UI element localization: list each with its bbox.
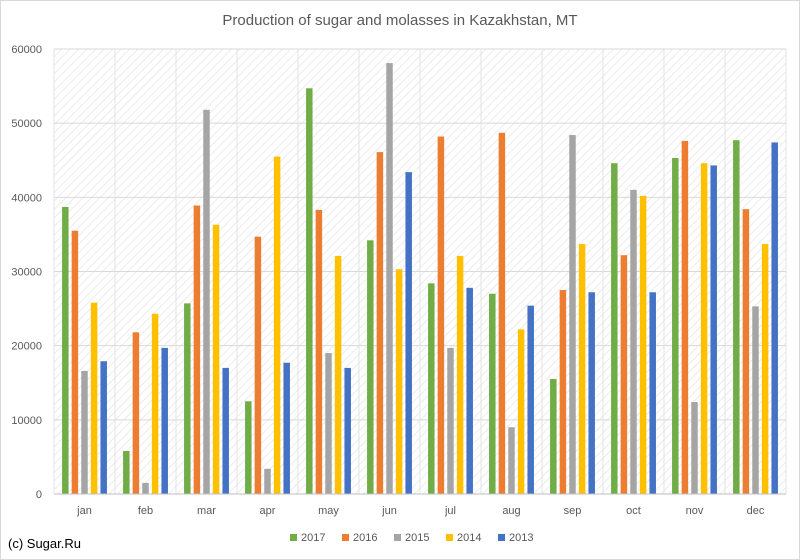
bar-2015-jan [81, 370, 88, 494]
x-tick-label: feb [138, 505, 153, 517]
x-tick-label: sep [564, 505, 582, 517]
bar-2013-dec [771, 142, 778, 494]
bar-2013-nov [710, 165, 717, 495]
bar-2014-aug [517, 329, 525, 494]
bar-2014-nov [700, 163, 708, 494]
x-tick-label: apr [260, 505, 276, 517]
bar-2014-may [334, 255, 342, 494]
bar-2016-sep [559, 290, 567, 494]
bar-2015-mar [203, 109, 210, 495]
x-tick-label: dec [747, 505, 765, 517]
legend-swatch [394, 534, 401, 541]
legend-label: 2013 [509, 532, 533, 544]
bar-2013-jul [466, 287, 473, 494]
bar-2013-oct [649, 292, 656, 494]
bar-2015-aug [508, 427, 515, 494]
bar-2015-apr [264, 468, 271, 494]
bar-2016-mar [193, 205, 201, 494]
bar-2016-nov [681, 140, 689, 494]
bar-2013-jan [100, 361, 107, 494]
bar-2013-sep [588, 292, 595, 494]
y-tick-label: 50000 [11, 118, 42, 130]
legend-label: 2015 [405, 532, 429, 544]
bar-2016-dec [742, 209, 750, 494]
source-note: (c) Sugar.Ru [8, 536, 81, 551]
y-tick-label: 40000 [11, 192, 42, 204]
bar-2017-sep [550, 379, 557, 494]
y-tick-label: 30000 [11, 267, 42, 279]
bar-2015-jun [386, 63, 393, 494]
x-tick-label: jul [444, 505, 456, 517]
bar-2013-apr [283, 362, 290, 494]
y-tick-label: 60000 [11, 44, 42, 56]
x-tick-label: aug [502, 505, 520, 517]
bar-2016-jun [376, 152, 384, 494]
bar-2015-feb [142, 482, 149, 494]
bar-2015-may [325, 353, 332, 494]
bar-2017-jul [428, 283, 435, 494]
bar-2013-jun [405, 172, 412, 494]
legend-swatch [446, 534, 453, 541]
bar-2015-oct [630, 189, 637, 494]
bar-2017-may [306, 88, 313, 494]
x-tick-label: nov [686, 505, 704, 517]
x-tick-label: may [318, 505, 339, 517]
x-tick-label: jun [381, 505, 397, 517]
bar-2016-may [315, 209, 323, 495]
bar-2016-oct [620, 255, 628, 494]
x-tick-label: jan [76, 505, 92, 517]
bar-2015-dec [752, 306, 759, 494]
bar-2013-feb [161, 347, 168, 494]
bar-2016-jan [71, 230, 79, 495]
y-tick-label: 10000 [11, 415, 42, 427]
bar-2014-mar [212, 224, 220, 494]
legend-swatch [342, 534, 349, 541]
bar-2017-jan [62, 206, 69, 494]
bar-2015-nov [691, 402, 698, 494]
bar-2017-oct [611, 163, 618, 494]
bar-2015-sep [569, 135, 576, 495]
bar-2016-aug [498, 132, 506, 494]
legend-label: 2014 [457, 532, 481, 544]
bar-2014-feb [151, 313, 159, 494]
y-tick-label: 0 [36, 489, 42, 501]
y-tick-label: 20000 [11, 341, 42, 353]
bar-2013-aug [527, 305, 534, 494]
bar-2017-dec [733, 140, 740, 494]
x-tick-label: mar [197, 505, 216, 517]
bar-2014-oct [639, 195, 647, 494]
x-tick-label: oct [626, 505, 641, 517]
legend-swatch [498, 534, 505, 541]
bar-2017-mar [184, 303, 191, 494]
legend-label: 2016 [353, 532, 377, 544]
bar-2017-aug [489, 293, 496, 494]
bar-2015-jul [447, 347, 454, 494]
bar-2014-jan [90, 302, 98, 494]
bar-2013-mar [222, 367, 229, 494]
bar-2014-jun [395, 269, 403, 494]
legend-swatch [290, 534, 297, 541]
bar-2017-feb [123, 450, 130, 494]
bar-2014-jul [456, 255, 464, 494]
bar-2014-sep [578, 244, 586, 494]
chart-title: Production of sugar and molasses in Kaza… [222, 12, 578, 29]
bar-2017-apr [245, 401, 252, 494]
legend-label: 2017 [301, 532, 325, 544]
bar-2014-dec [761, 244, 769, 494]
bar-2016-apr [254, 236, 262, 494]
bar-2017-nov [672, 158, 679, 494]
bar-2016-jul [437, 136, 445, 494]
bar-2014-apr [273, 156, 281, 494]
bar-2016-feb [132, 332, 140, 494]
bar-2013-may [344, 367, 351, 494]
bar-2017-jun [367, 240, 374, 494]
